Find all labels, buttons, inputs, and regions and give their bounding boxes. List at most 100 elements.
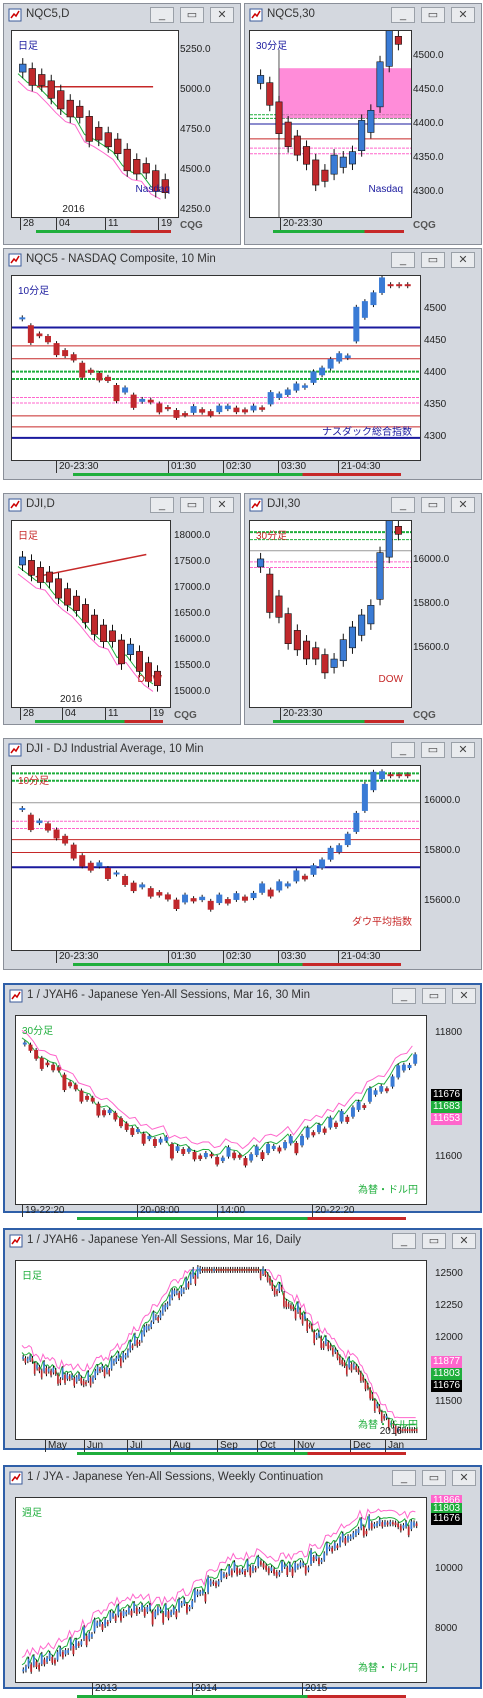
minimize-button[interactable]: _ (391, 742, 415, 758)
window-title: 1 / JYA - Japanese Yen-All Sessions, Wee… (27, 1471, 324, 1483)
time-axis-tick (45, 1440, 46, 1452)
candlestick (199, 409, 206, 413)
candlestick (254, 1146, 259, 1156)
maximize-button[interactable]: ▭ (421, 252, 445, 268)
chart-window[interactable]: 1 / JYAH6 - Japanese Yen-All Sessions, M… (3, 983, 482, 1220)
maximize-button[interactable]: ▭ (421, 497, 445, 513)
maximize-button[interactable]: ▭ (421, 742, 445, 758)
minimize-button[interactable]: _ (392, 988, 416, 1004)
close-button[interactable]: ✕ (452, 1233, 476, 1249)
candlestick (385, 13, 393, 67)
session-bar (273, 720, 404, 723)
candlestick (370, 292, 377, 306)
candlestick (273, 1287, 276, 1295)
chart-pane[interactable]: 週足 為替・ドル円 (15, 1497, 427, 1683)
window-titlebar[interactable]: 1 / JYAH6 - Japanese Yen-All Sessions, M… (5, 985, 480, 1007)
minimize-button[interactable]: _ (392, 1470, 416, 1486)
chart-window[interactable]: 1 / JYA - Japanese Yen-All Sessions, Wee… (3, 1465, 482, 1698)
maximize-button[interactable]: ▭ (422, 1233, 446, 1249)
candlestick (300, 1135, 305, 1146)
candlestick (415, 1523, 418, 1527)
chart-pane[interactable]: 30分足 Nasdaq (249, 8, 412, 218)
window-titlebar[interactable]: NQC5 - NASDAQ Composite, 10 Min _ ▭ ✕ (4, 249, 481, 271)
window-titlebar[interactable]: NQC5,D _ ▭ ✕ (4, 4, 240, 26)
session-bar (76, 1452, 407, 1455)
close-button[interactable]: ✕ (451, 7, 475, 23)
chart-pane[interactable]: 30分足 DOW (249, 497, 412, 708)
candlestick (90, 1634, 93, 1637)
candlestick (110, 1357, 113, 1369)
candlestick (109, 1612, 112, 1621)
candlestick (327, 1342, 329, 1350)
candlestick (180, 1602, 183, 1606)
candlestick (118, 639, 125, 665)
candlestick (133, 1334, 136, 1345)
minimize-button[interactable]: _ (150, 497, 174, 513)
close-button[interactable]: ✕ (210, 7, 234, 23)
candlestick (62, 1074, 67, 1091)
chart-window[interactable]: NQC5 - NASDAQ Composite, 10 Min _ ▭ ✕ 10分足 ナス… (3, 248, 482, 480)
instrument-watermark: 為替・ドル円 (358, 1185, 418, 1196)
chart-pane[interactable]: 10分足 ダウ平均指数 (11, 765, 421, 951)
chart-pane[interactable]: 日足 為替・ドル円 2016 (15, 1260, 427, 1440)
candlestick (378, 1406, 381, 1413)
window-titlebar[interactable]: DJI,30 _ ▭ ✕ (245, 494, 481, 516)
candlestick (307, 1567, 310, 1571)
candlestick (305, 1127, 310, 1138)
close-button[interactable]: ✕ (452, 1470, 476, 1486)
minimize-button[interactable]: _ (391, 252, 415, 268)
candlestick (222, 1573, 225, 1577)
time-axis-tick (338, 951, 339, 963)
maximize-button[interactable]: ▭ (422, 988, 446, 1004)
candlestick (216, 894, 223, 904)
time-axis-tick (217, 1440, 218, 1452)
candlestick (399, 1428, 402, 1432)
candlestick (149, 1604, 151, 1610)
window-titlebar[interactable]: NQC5,30 _ ▭ ✕ (245, 4, 481, 26)
window-titlebar[interactable]: DJI,D _ ▭ ✕ (4, 494, 240, 516)
chart-pane[interactable]: 30分足 為替・ドル円 (15, 1015, 427, 1205)
candlestick (32, 1656, 35, 1666)
chart-window[interactable]: DJI,30 _ ▭ ✕ 30分足 DOW 16000.0 15800.0 15600.0 20-… (244, 493, 482, 725)
candlestick (159, 1609, 162, 1612)
chart-window[interactable]: NQC5,D _ ▭ ✕ 日足 Nasdaq 2016 5250.0 5000.0 4750.0 4… (3, 3, 241, 245)
chart-window[interactable]: DJI - DJ Industrial Average, 10 Min _ ▭ ✕ 10… (3, 738, 482, 970)
maximize-button[interactable]: ▭ (421, 7, 445, 23)
chart-window[interactable]: NQC5,30 _ ▭ ✕ 30分足 Nasdaq 4500.0 4450.0 4400.0 43… (244, 3, 482, 245)
candlestick (70, 844, 77, 859)
time-axis: 2013 2014 2015 (15, 1683, 427, 1697)
time-axis-tick (257, 1440, 258, 1452)
candlestick (142, 163, 150, 174)
window-titlebar[interactable]: DJI - DJ Industrial Average, 10 Min _ ▭ ✕ (4, 739, 481, 761)
chart-window[interactable]: DJI,D _ ▭ ✕ 日足 DOW 2016 18000.0 17500.0 17000.0 16… (3, 493, 241, 725)
candlestick (358, 614, 366, 636)
chart-pane[interactable]: 日足 DOW 2016 (11, 520, 171, 708)
close-button[interactable]: ✕ (451, 252, 475, 268)
minimize-button[interactable]: _ (391, 497, 415, 513)
chart-window[interactable]: 1 / JYAH6 - Japanese Yen-All Sessions, M… (3, 1228, 482, 1455)
minimize-button[interactable]: _ (391, 7, 415, 23)
candlestick (233, 1562, 236, 1571)
candlestick (96, 1366, 99, 1374)
chart-app-icon (9, 989, 23, 1003)
maximize-button[interactable]: ▭ (180, 497, 204, 513)
window-titlebar[interactable]: 1 / JYA - Japanese Yen-All Sessions, Wee… (5, 1467, 480, 1489)
candlestick (57, 1374, 59, 1384)
minimize-button[interactable]: _ (392, 1233, 416, 1249)
window-titlebar[interactable]: 1 / JYAH6 - Japanese Yen-All Sessions, M… (5, 1230, 480, 1252)
chart-pane[interactable]: 10分足 ナスダック総合指数 (11, 275, 421, 461)
close-button[interactable]: ✕ (451, 742, 475, 758)
close-button[interactable]: ✕ (451, 497, 475, 513)
candlestick (231, 1268, 234, 1271)
close-button[interactable]: ✕ (210, 497, 234, 513)
candlestick (376, 1404, 378, 1407)
chart-pane[interactable]: 日足 Nasdaq 2016 (11, 30, 179, 218)
price-axis-label: 15600.0 (413, 642, 450, 653)
maximize-button[interactable]: ▭ (180, 7, 204, 23)
candlestick (390, 1422, 392, 1425)
close-button[interactable]: ✕ (452, 988, 476, 1004)
candlestick (154, 670, 161, 686)
minimize-button[interactable]: _ (150, 7, 174, 23)
time-axis-tick (278, 951, 279, 963)
maximize-button[interactable]: ▭ (422, 1470, 446, 1486)
